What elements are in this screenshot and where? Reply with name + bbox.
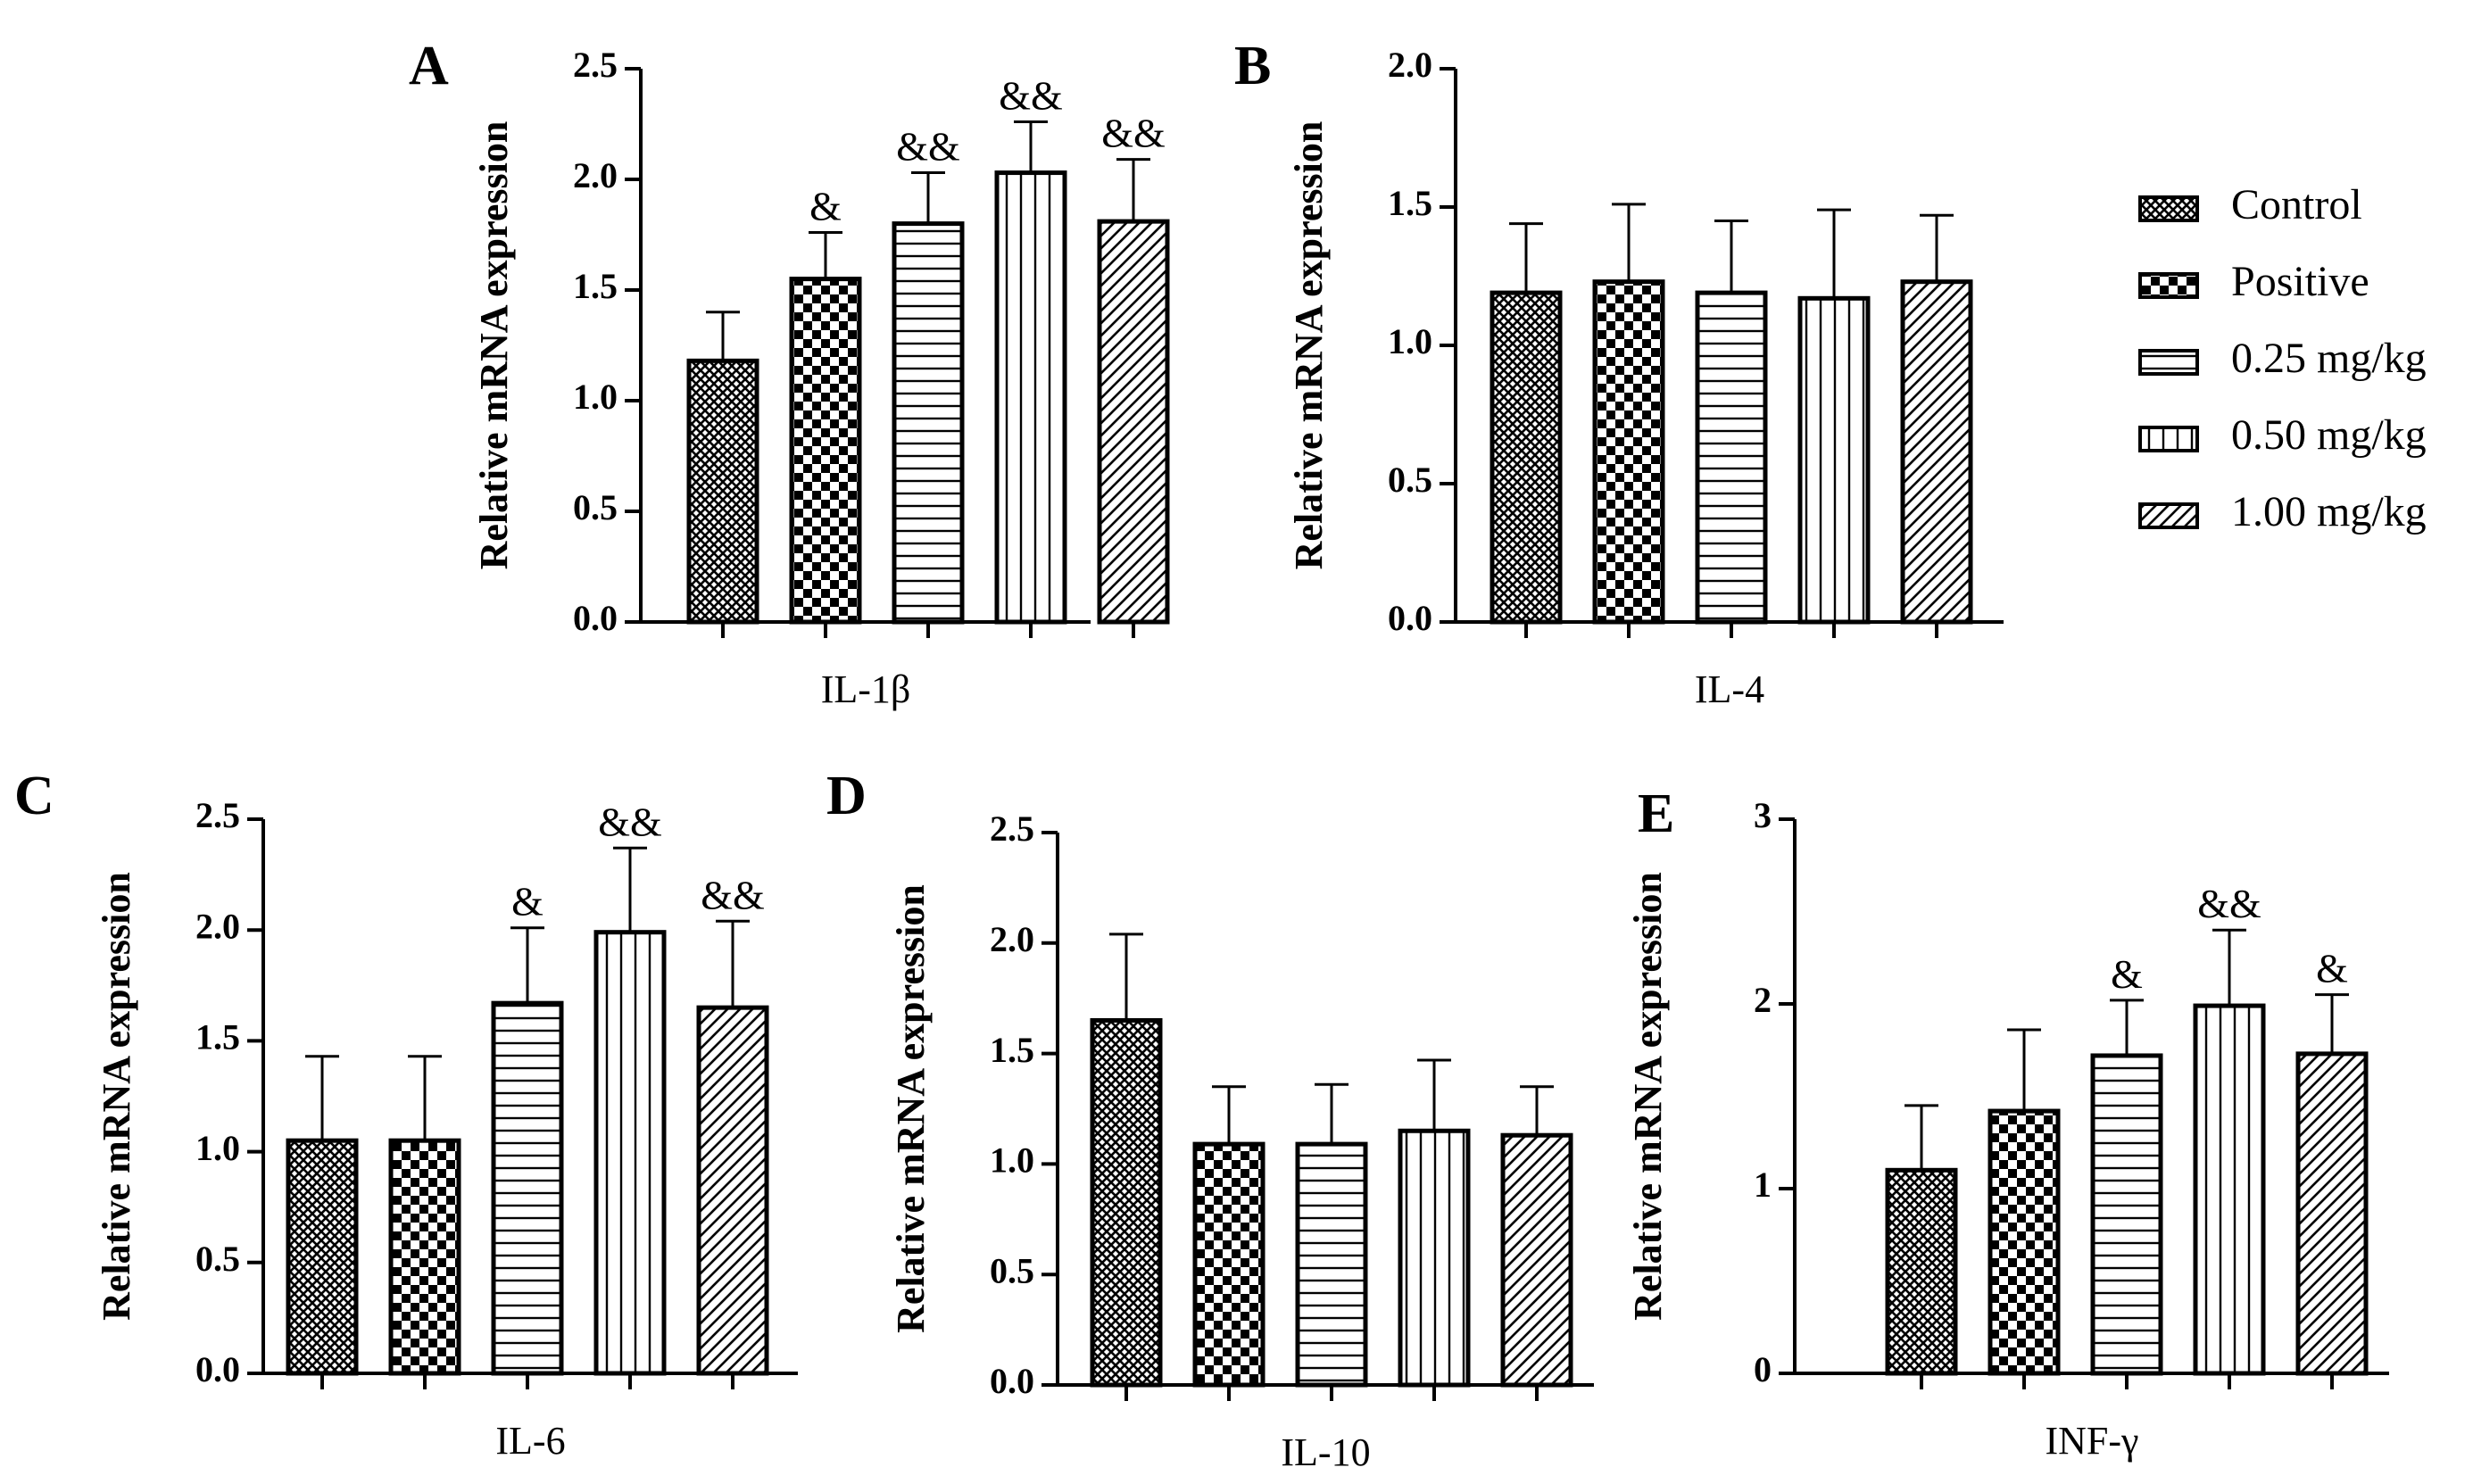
bar-c-4 (593, 930, 667, 1376)
panel-letter: A (409, 36, 449, 96)
y-axis-label: Relative mRNA expression (472, 121, 516, 570)
significance-label: && (1101, 111, 1166, 156)
panel-a: A Relative mRNA expression 0.0 0.5 1.0 1.5 2.0… (409, 36, 1170, 711)
legend-label: Control (2231, 181, 2362, 228)
bar-b-1 (1490, 290, 1563, 625)
bar-b-4 (1797, 295, 1871, 625)
y-tick-label: 1.0 (573, 377, 618, 417)
significance-label: & (2316, 946, 2348, 991)
y-axis-label: Relative mRNA expression (95, 872, 138, 1321)
significance-label: && (701, 872, 765, 917)
bar-c-1 (286, 1138, 359, 1376)
bar-c-5 (696, 1005, 769, 1376)
bar-a-3 (892, 221, 965, 625)
y-tick-label: 1.5 (1388, 183, 1432, 223)
y-tick-label: 2.0 (990, 919, 1034, 959)
y-tick-label: 0.0 (990, 1361, 1034, 1401)
legend-label: 0.25 mg/kg (2231, 335, 2427, 382)
y-tick-label: 0.5 (573, 487, 618, 527)
x-axis-label: IL-6 (495, 1419, 565, 1463)
bar-a-4 (994, 170, 1067, 625)
panel-c: C Relative mRNA expression 0.0 0.5 1.0 1.5 2.0… (14, 766, 798, 1463)
bar-d-2 (1192, 1141, 1266, 1388)
x-axis-label: INF-γ (2046, 1419, 2139, 1463)
significance-label: & (809, 184, 842, 229)
legend-label: 1.00 mg/kg (2231, 488, 2427, 535)
bar-a-1 (686, 358, 759, 625)
y-tick-label: 2.5 (195, 795, 240, 835)
bar-c-3 (491, 1000, 564, 1376)
bar-d-4 (1398, 1128, 1471, 1388)
bar-d-1 (1090, 1017, 1163, 1388)
y-tick-label: 2.0 (1388, 45, 1432, 85)
bar-e-4 (2193, 1003, 2266, 1376)
bar-b-3 (1695, 290, 1768, 625)
y-tick-label: 1.0 (195, 1128, 240, 1168)
significance-label: & (511, 879, 544, 924)
y-tick-label: 0.0 (573, 598, 618, 638)
significance-label: && (598, 799, 662, 844)
bar-e-1 (1885, 1167, 1958, 1376)
bar-a-5 (1097, 219, 1170, 625)
y-tick-label: 0.0 (195, 1349, 240, 1389)
bar-d-3 (1295, 1141, 1368, 1388)
y-tick-label: 1.5 (195, 1017, 240, 1057)
legend-label: 0.50 mg/kg (2231, 411, 2427, 459)
y-tick-label: 0.5 (990, 1250, 1034, 1290)
bar-d-5 (1500, 1132, 1573, 1388)
legend-label: Positive (2231, 258, 2369, 305)
x-axis-label: IL-4 (1695, 667, 1764, 711)
legend-swatch (2138, 272, 2199, 299)
y-tick-label: 1.5 (573, 266, 618, 306)
bar-a-2 (789, 277, 862, 625)
y-tick-label: 3 (1754, 795, 1772, 835)
panel-letter: D (826, 766, 867, 826)
significance-label: && (896, 124, 960, 170)
y-axis-label: Relative mRNA expression (889, 884, 933, 1333)
bar-e-2 (1988, 1108, 2061, 1376)
y-axis-label: Relative mRNA expression (1626, 872, 1670, 1321)
panel-b: B Relative mRNA expression 0.0 0.5 1.0 1.5 2.0… (1234, 36, 2004, 711)
bar-b-2 (1592, 279, 1665, 625)
legend-swatch (2138, 195, 2199, 222)
legend-swatch (2138, 349, 2199, 376)
panel-letter: C (14, 766, 54, 826)
legend-swatch (2138, 426, 2199, 452)
significance-label: & (2111, 951, 2143, 997)
y-tick-label: 2.5 (990, 808, 1034, 849)
legend-swatch (2138, 502, 2199, 529)
y-tick-label: 0.5 (195, 1239, 240, 1279)
legend: Control Positive 0.25 mg/kg 0.50 mg/kg 1.00 … (2138, 181, 2427, 535)
panel-d: D Relative mRNA expression 0.0 0.5 1.0 1.5 2.0… (826, 766, 1594, 1474)
y-tick-label: 2.0 (195, 906, 240, 946)
y-tick-label: 2 (1754, 980, 1772, 1020)
x-axis-label: IL-1β (821, 667, 911, 711)
y-tick-label: 1.5 (990, 1030, 1034, 1070)
significance-label: && (999, 73, 1063, 119)
bar-e-5 (2295, 1051, 2369, 1376)
y-tick-label: 0.0 (1388, 598, 1432, 638)
bar-c-2 (388, 1138, 461, 1376)
significance-label: && (2197, 881, 2261, 926)
x-axis-label: IL-10 (1281, 1430, 1370, 1474)
y-tick-label: 2.0 (573, 155, 618, 195)
panel-letter: E (1638, 783, 1674, 844)
y-tick-label: 1.0 (990, 1140, 1034, 1181)
panel-letter: B (1234, 36, 1271, 96)
bar-e-3 (2090, 1053, 2163, 1376)
y-axis-label: Relative mRNA expression (1287, 121, 1331, 570)
bar-b-5 (1900, 279, 1973, 625)
y-tick-label: 2.5 (573, 45, 618, 85)
y-tick-label: 0 (1754, 1349, 1772, 1389)
y-tick-label: 1.0 (1388, 321, 1432, 361)
y-tick-label: 0.5 (1388, 460, 1432, 500)
y-tick-label: 1 (1754, 1165, 1772, 1205)
